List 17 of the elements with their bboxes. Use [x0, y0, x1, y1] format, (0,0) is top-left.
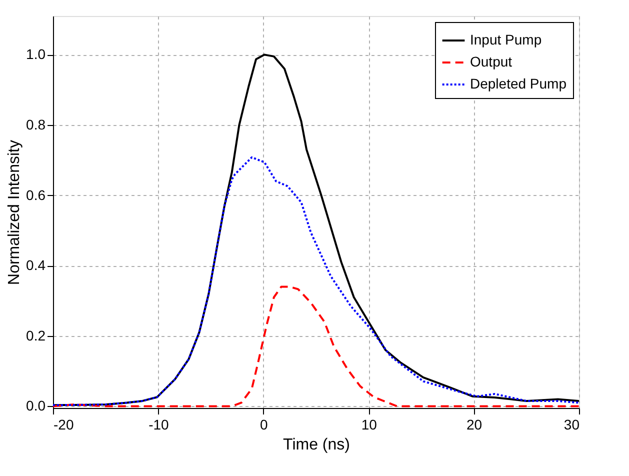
y-axis-title: Normalized Intensity — [6, 140, 24, 285]
x-tick-label: -10 — [148, 416, 170, 432]
x-tick-label: 0 — [260, 416, 268, 432]
x-tick-label: 10 — [361, 416, 378, 432]
x-tick-label: 30 — [564, 416, 580, 432]
legend-label: Input Pump — [470, 32, 542, 48]
y-tick-label: 0.4 — [26, 257, 46, 274]
x-tick-label: 20 — [466, 416, 482, 432]
legend-label: Depleted Pump — [470, 76, 567, 92]
legend-label: Output — [470, 54, 512, 70]
y-tick-label: 0.6 — [26, 186, 46, 203]
x-axis-title: Time (ns) — [283, 436, 350, 454]
y-tick-label: 1.0 — [26, 46, 46, 62]
x-tick-label: -20 — [54, 416, 74, 432]
y-tick-label: 0.8 — [26, 116, 46, 132]
y-tick-label: 0.2 — [26, 327, 46, 344]
y-tick-label: 0.0 — [26, 398, 46, 414]
